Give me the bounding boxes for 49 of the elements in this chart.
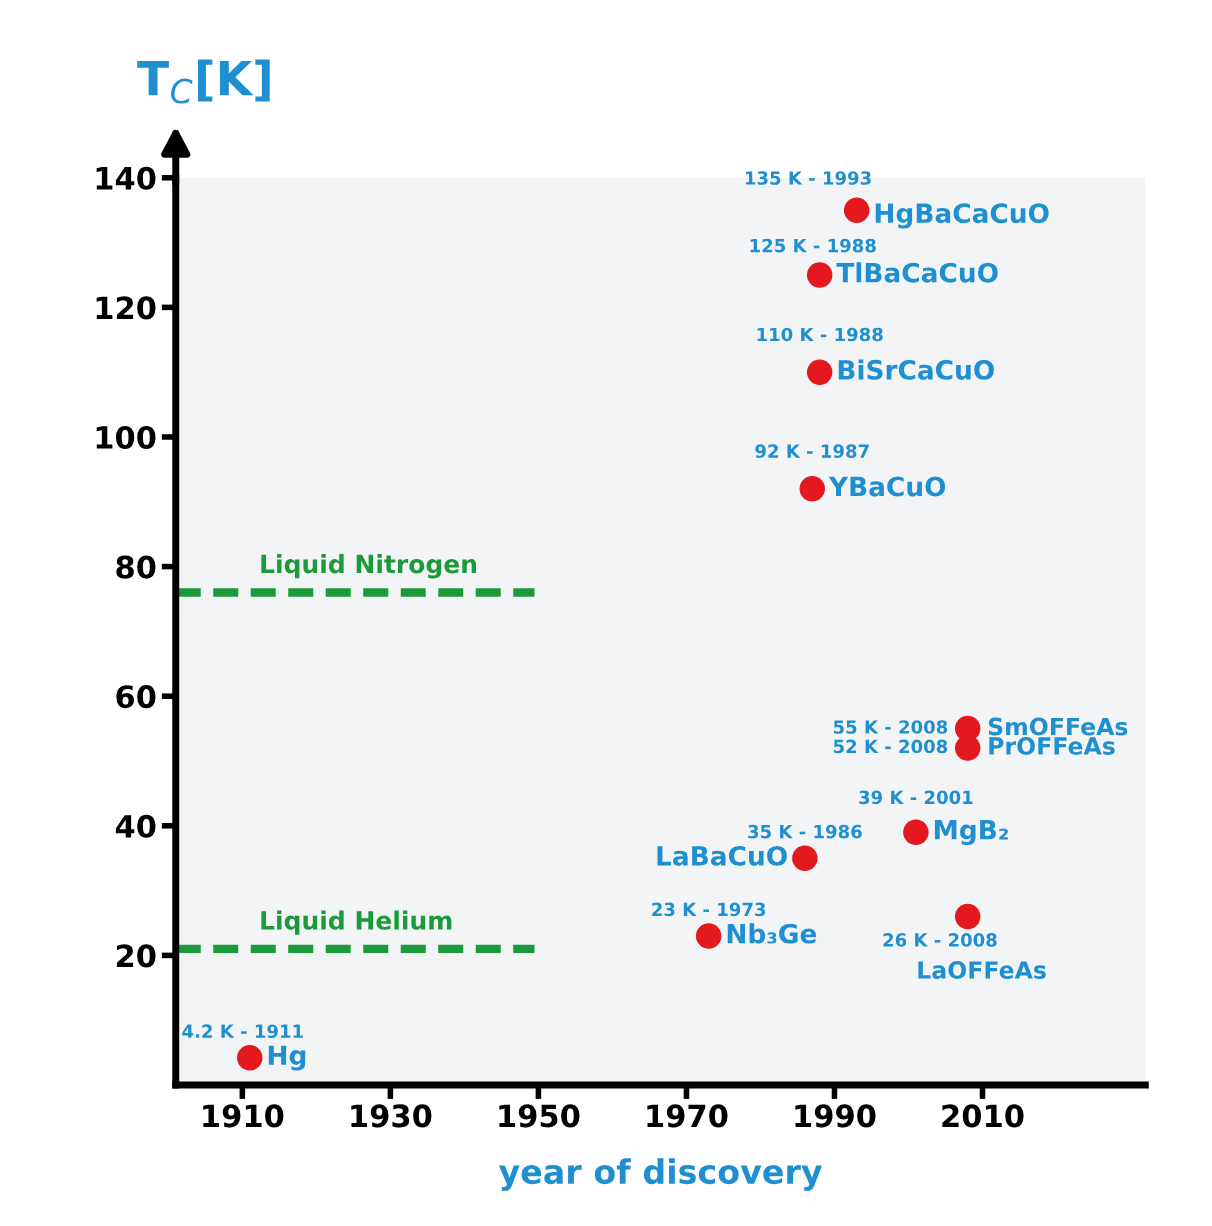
annotation: Hg (268, 1045, 306, 1071)
annotation: 39 K - 2001 (859, 790, 973, 805)
annotation: YBaCuO (828, 476, 946, 497)
point (806, 359, 833, 385)
x-tick-label: 1950 (499, 1104, 580, 1128)
annotation: MgB₂ (934, 820, 1008, 846)
point (954, 735, 981, 761)
annotation: 4.2 K - 1911 (182, 1024, 303, 1039)
point (237, 1045, 263, 1071)
annotation: Nb₃Ge (727, 923, 817, 944)
annotation: 23 K - 1973 (652, 902, 766, 917)
annotation: 110 K - 1988 (757, 327, 883, 342)
x-tick-label: 1990 (795, 1104, 876, 1128)
x-tick-label: 1970 (647, 1104, 728, 1128)
annotation: 135 K - 1993 (745, 171, 871, 185)
annotation: 52 K - 2008 (833, 739, 948, 754)
ref-line-label: Liquid Helium (261, 910, 452, 935)
annotation: LaBaCuO (657, 845, 787, 866)
point (799, 476, 825, 502)
x-axis-title: year of discovery (498, 1158, 823, 1191)
y-tick-label: 120 (96, 296, 156, 320)
y-tick-label: 40 (115, 814, 156, 838)
annotation: HgBaCaCuO (875, 203, 1049, 229)
point (843, 197, 870, 223)
y-tick-label: 20 (116, 944, 156, 968)
x-tick-label: 1910 (203, 1104, 284, 1128)
annotation: 125 K - 1988 (750, 238, 876, 253)
annotation: BiSrCaCuO (838, 359, 994, 380)
annotation: 26 K - 2008 (883, 933, 997, 947)
y-tick-label: 100 (96, 425, 156, 450)
y-tick-label: 140 (96, 166, 156, 190)
annotation: 92 K - 1987 (755, 444, 869, 458)
y-tick-label: 60 (116, 685, 156, 709)
ref-line-label: Liquid Nitrogen (261, 554, 477, 579)
annotation: LaOFFeAs (918, 961, 1046, 979)
x-tick-label: 2010 (942, 1104, 1024, 1128)
point (903, 819, 929, 846)
y-axis-title: T$_{C}$[K] (137, 59, 270, 104)
annotation: PrOFFeAs (989, 737, 1115, 755)
point (792, 845, 818, 871)
annotation: 55 K - 2008 (833, 720, 948, 734)
y-tick-label: 80 (116, 555, 156, 579)
point (695, 923, 722, 949)
annotation: TlBaCaCuO (836, 262, 998, 283)
annotation: SmOFFeAs (988, 717, 1128, 736)
point (806, 262, 833, 288)
x-tick-label: 1930 (351, 1104, 432, 1128)
annotation: 35 K - 1986 (748, 824, 862, 839)
point (954, 903, 981, 930)
